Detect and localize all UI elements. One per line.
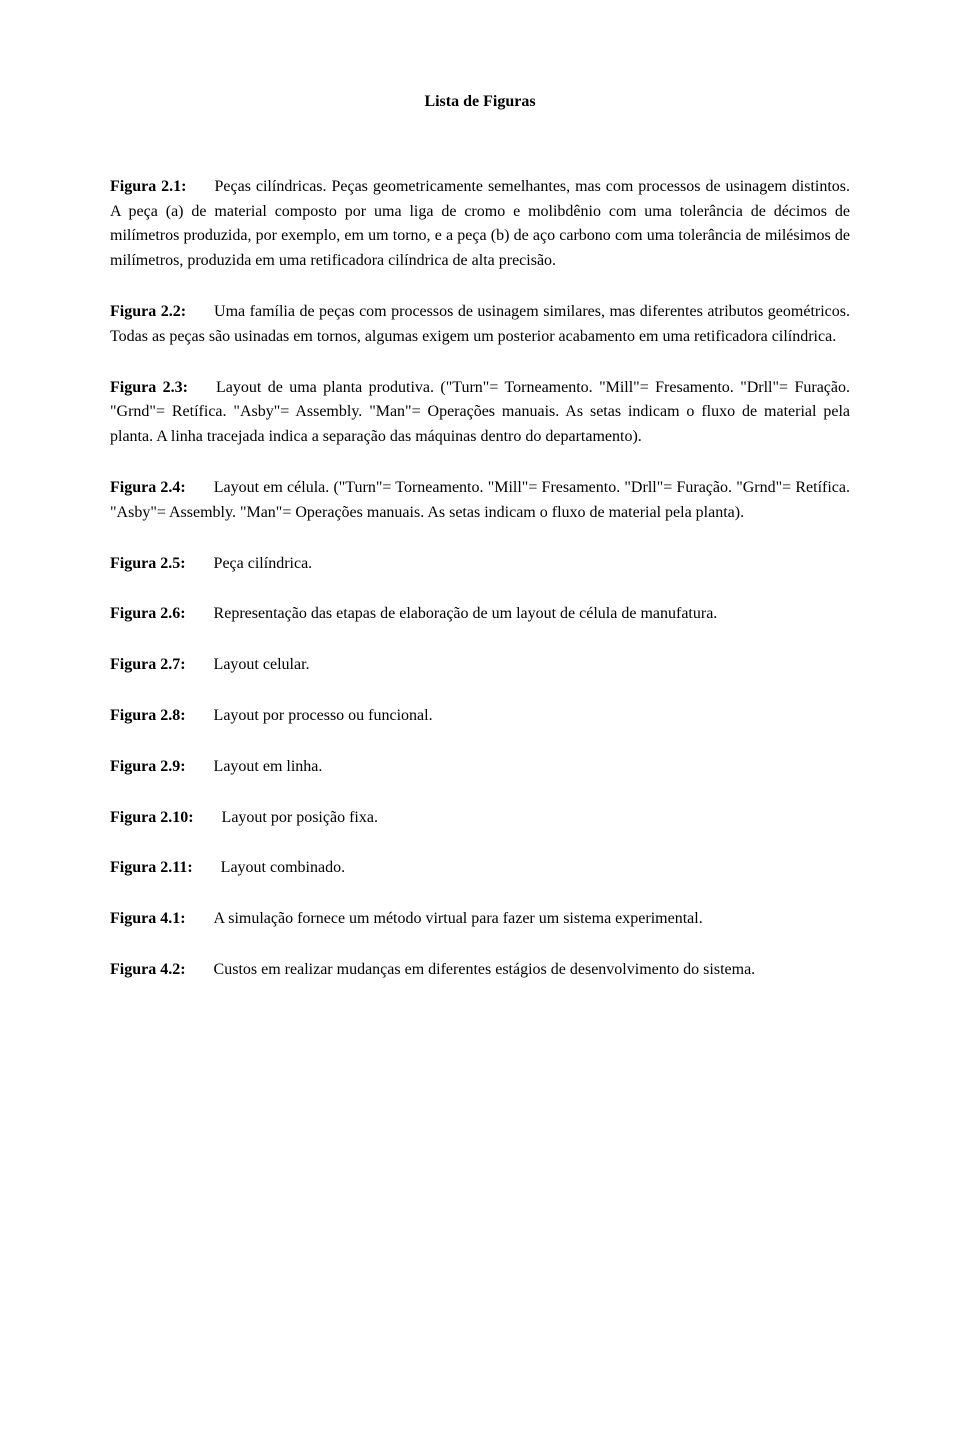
figure-entry: Figura 2.3:Layout de uma planta produtiv…: [110, 376, 850, 450]
figure-entry: Figura 4.2: Custos em realizar mudanças e…: [110, 958, 850, 983]
figure-label: Figura 2.3:: [110, 379, 188, 396]
figure-text: A simulação fornece um método virtual pa…: [214, 910, 703, 927]
figure-text: Representação das etapas de elaboração d…: [214, 605, 718, 622]
figure-entry: Figura 2.1:Peças cilíndricas. Peças geom…: [110, 175, 850, 274]
figure-text: Layout de uma planta produtiva. ("Turn"=…: [110, 379, 850, 446]
figure-text: Peça cilíndrica.: [214, 555, 313, 572]
figure-label: Figura 2.6:: [110, 605, 186, 622]
figure-label: Figura 2.7:: [110, 656, 186, 673]
figure-label: Figura 2.9:: [110, 758, 186, 775]
figure-text: Peças cilíndricas. Peças geometricamente…: [110, 178, 850, 269]
figure-text: Layout combinado.: [221, 859, 345, 876]
figure-entry: Figura 4.1: A simulação fornece um método…: [110, 907, 850, 932]
page-title: Lista de Figuras: [110, 90, 850, 115]
figure-text: Layout celular.: [214, 656, 310, 673]
figure-label: Figura 2.10:: [110, 809, 194, 826]
figure-entry: Figura 2.10: Layout por posição fixa.: [110, 806, 850, 831]
figure-entry: Figura 2.5: Peça cilíndrica.: [110, 552, 850, 577]
figure-label: Figura 2.11:: [110, 859, 193, 876]
figure-text: Layout em linha.: [214, 758, 323, 775]
figure-text: Layout por posição fixa.: [222, 809, 378, 826]
figure-entry: Figura 2.6: Representação das etapas de e…: [110, 602, 850, 627]
figure-label: Figura 2.4:: [110, 479, 186, 496]
figure-label: Figura 2.2:: [110, 303, 186, 320]
figure-label: Figura 2.1:: [110, 178, 187, 195]
figure-entry: Figura 2.9: Layout em linha.: [110, 755, 850, 780]
figure-label: Figura 2.8:: [110, 707, 186, 724]
figure-text: Uma família de peças com processos de us…: [110, 303, 850, 345]
figure-entry: Figura 2.2:Uma família de peças com proc…: [110, 300, 850, 350]
figure-text: Custos em realizar mudanças em diferente…: [214, 961, 756, 978]
figure-label: Figura 2.5:: [110, 555, 186, 572]
figure-label: Figura 4.1:: [110, 910, 186, 927]
figure-label: Figura 4.2:: [110, 961, 186, 978]
figure-entry: Figura 2.11: Layout combinado.: [110, 856, 850, 881]
figure-entry: Figura 2.4:Layout em célula. ("Turn"= To…: [110, 476, 850, 526]
figure-text: Layout em célula. ("Turn"= Torneamento. …: [110, 479, 850, 521]
figure-text: Layout por processo ou funcional.: [214, 707, 433, 724]
figure-entry: Figura 2.7: Layout celular.: [110, 653, 850, 678]
figure-entry: Figura 2.8: Layout por processo ou funcio…: [110, 704, 850, 729]
